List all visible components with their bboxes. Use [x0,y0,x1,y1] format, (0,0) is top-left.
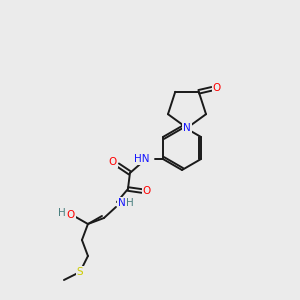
Text: S: S [76,267,83,277]
Text: H: H [58,208,66,218]
Text: HN: HN [134,154,150,164]
Text: N: N [183,123,191,133]
Text: N: N [118,198,126,208]
Text: O: O [109,157,117,167]
Text: O: O [213,83,221,93]
Text: O: O [143,186,151,196]
Text: O: O [67,210,75,220]
Text: H: H [126,198,134,208]
